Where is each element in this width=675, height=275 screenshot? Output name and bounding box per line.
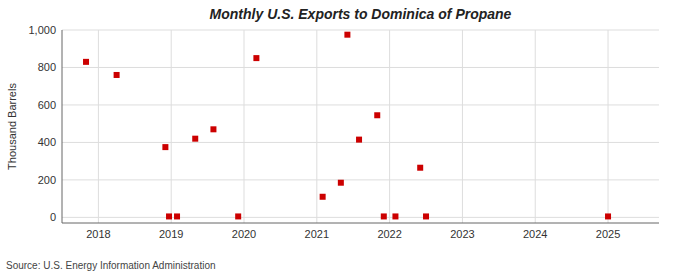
- point: [210, 126, 216, 132]
- y-axis-label: Thousand Barrels: [6, 83, 18, 170]
- point: [338, 180, 344, 186]
- y-grid-line: [62, 217, 659, 218]
- point: [356, 137, 362, 143]
- chart: 2018 2019 2020 2021 2022 2023 2024 2025 0 200 400 6…: [0, 0, 675, 275]
- points: [83, 32, 611, 220]
- y-axis-line: [62, 30, 63, 223]
- x-grid-line: [608, 30, 609, 223]
- point: [423, 213, 429, 219]
- grid: [62, 30, 659, 223]
- point: [253, 55, 259, 61]
- x-tick-label: 2021: [305, 228, 329, 240]
- y-tick-label: 1,000: [28, 24, 56, 36]
- point: [114, 72, 120, 78]
- x-grid-line: [171, 30, 172, 223]
- point: [235, 213, 241, 219]
- point: [174, 213, 180, 219]
- x-tick-label: 2025: [596, 228, 620, 240]
- y-grid-line: [62, 67, 659, 68]
- x-grid-line: [389, 30, 390, 223]
- source-note: Source: U.S. Energy Information Administ…: [6, 260, 216, 271]
- x-grid-line: [98, 30, 99, 223]
- y-tick-label: 400: [38, 136, 56, 148]
- x-grid-line: [244, 30, 245, 223]
- y-tick-label: 600: [38, 99, 56, 111]
- point: [83, 59, 89, 65]
- point: [392, 213, 398, 219]
- x-tick-label: 2019: [159, 228, 183, 240]
- x-grid-line: [462, 30, 463, 223]
- y-tick-label: 800: [38, 61, 56, 73]
- x-axis-line: [62, 223, 659, 224]
- point: [374, 112, 380, 118]
- point: [320, 194, 326, 200]
- y-tick-label: 200: [38, 174, 56, 186]
- y-tick-label: 0: [50, 211, 56, 223]
- point: [417, 165, 423, 171]
- point: [605, 213, 611, 219]
- point: [344, 32, 350, 38]
- x-tick-label: 2024: [523, 228, 547, 240]
- y-grid-line: [62, 179, 659, 180]
- x-tick-label: 2018: [86, 228, 110, 240]
- x-tick-label: 2020: [232, 228, 256, 240]
- title: Monthly U.S. Exports to Dominica of Prop…: [210, 6, 512, 22]
- point: [166, 213, 172, 219]
- x-grid-line: [316, 30, 317, 223]
- x-grid-line: [535, 30, 536, 223]
- x-tick-label: 2022: [377, 228, 401, 240]
- y-grid-line: [62, 30, 659, 31]
- point: [192, 136, 198, 142]
- x-tick-label: 2023: [450, 228, 474, 240]
- point: [381, 213, 387, 219]
- point: [162, 144, 168, 150]
- y-grid-line: [62, 104, 659, 105]
